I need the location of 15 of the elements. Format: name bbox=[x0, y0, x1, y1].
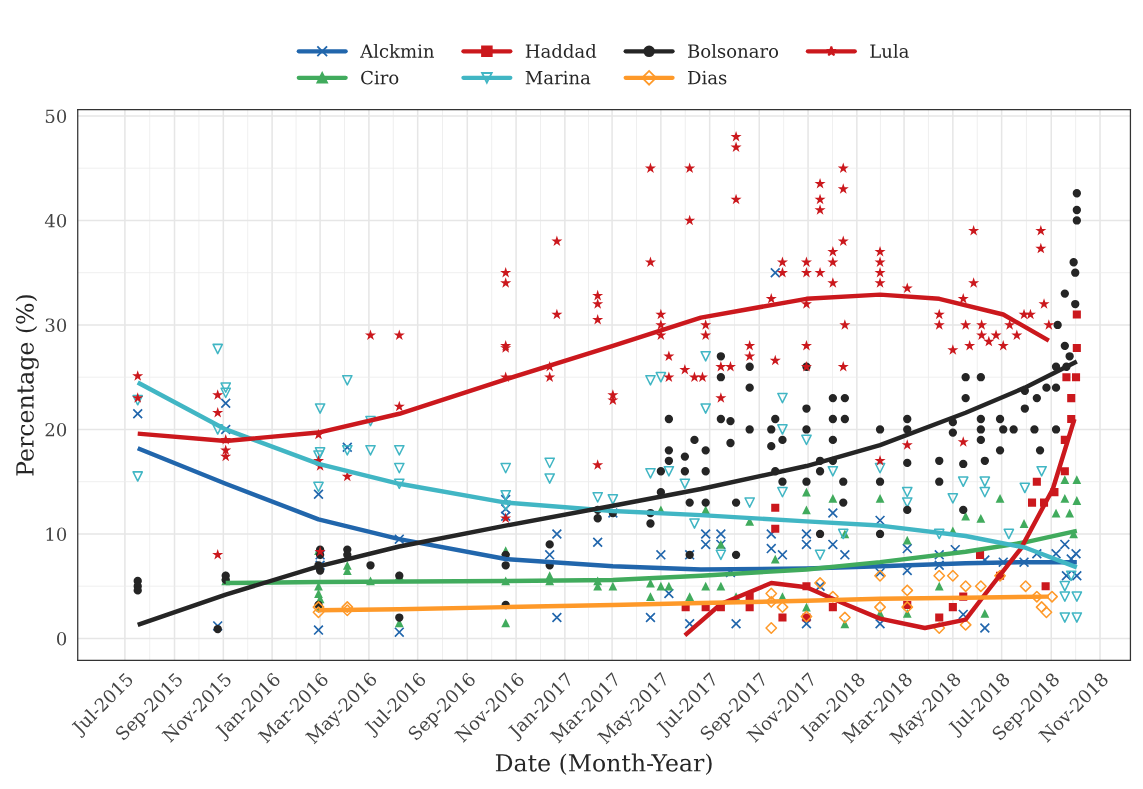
y-tick-label: 20 bbox=[45, 422, 67, 437]
legend-label: Bolsonaro bbox=[688, 43, 779, 58]
y-tick-label: 10 bbox=[46, 527, 67, 542]
y-tick-label: 50 bbox=[45, 109, 67, 124]
legend-label: Alckmin bbox=[360, 43, 435, 58]
legend-label: Lula bbox=[870, 43, 909, 58]
legend-label: Ciro bbox=[361, 70, 399, 85]
legend-label: Marina bbox=[525, 70, 591, 85]
y-tick-label: 0 bbox=[57, 631, 67, 646]
y-tick-label: 40 bbox=[44, 213, 67, 228]
y-axis-title: Percentage (%) bbox=[15, 295, 39, 476]
y-tick-label: 30 bbox=[45, 318, 67, 333]
legend-label: Haddad bbox=[525, 43, 597, 58]
legend-label: Dias bbox=[688, 70, 727, 85]
x-axis-title: Date (Month-Year) bbox=[495, 753, 712, 776]
